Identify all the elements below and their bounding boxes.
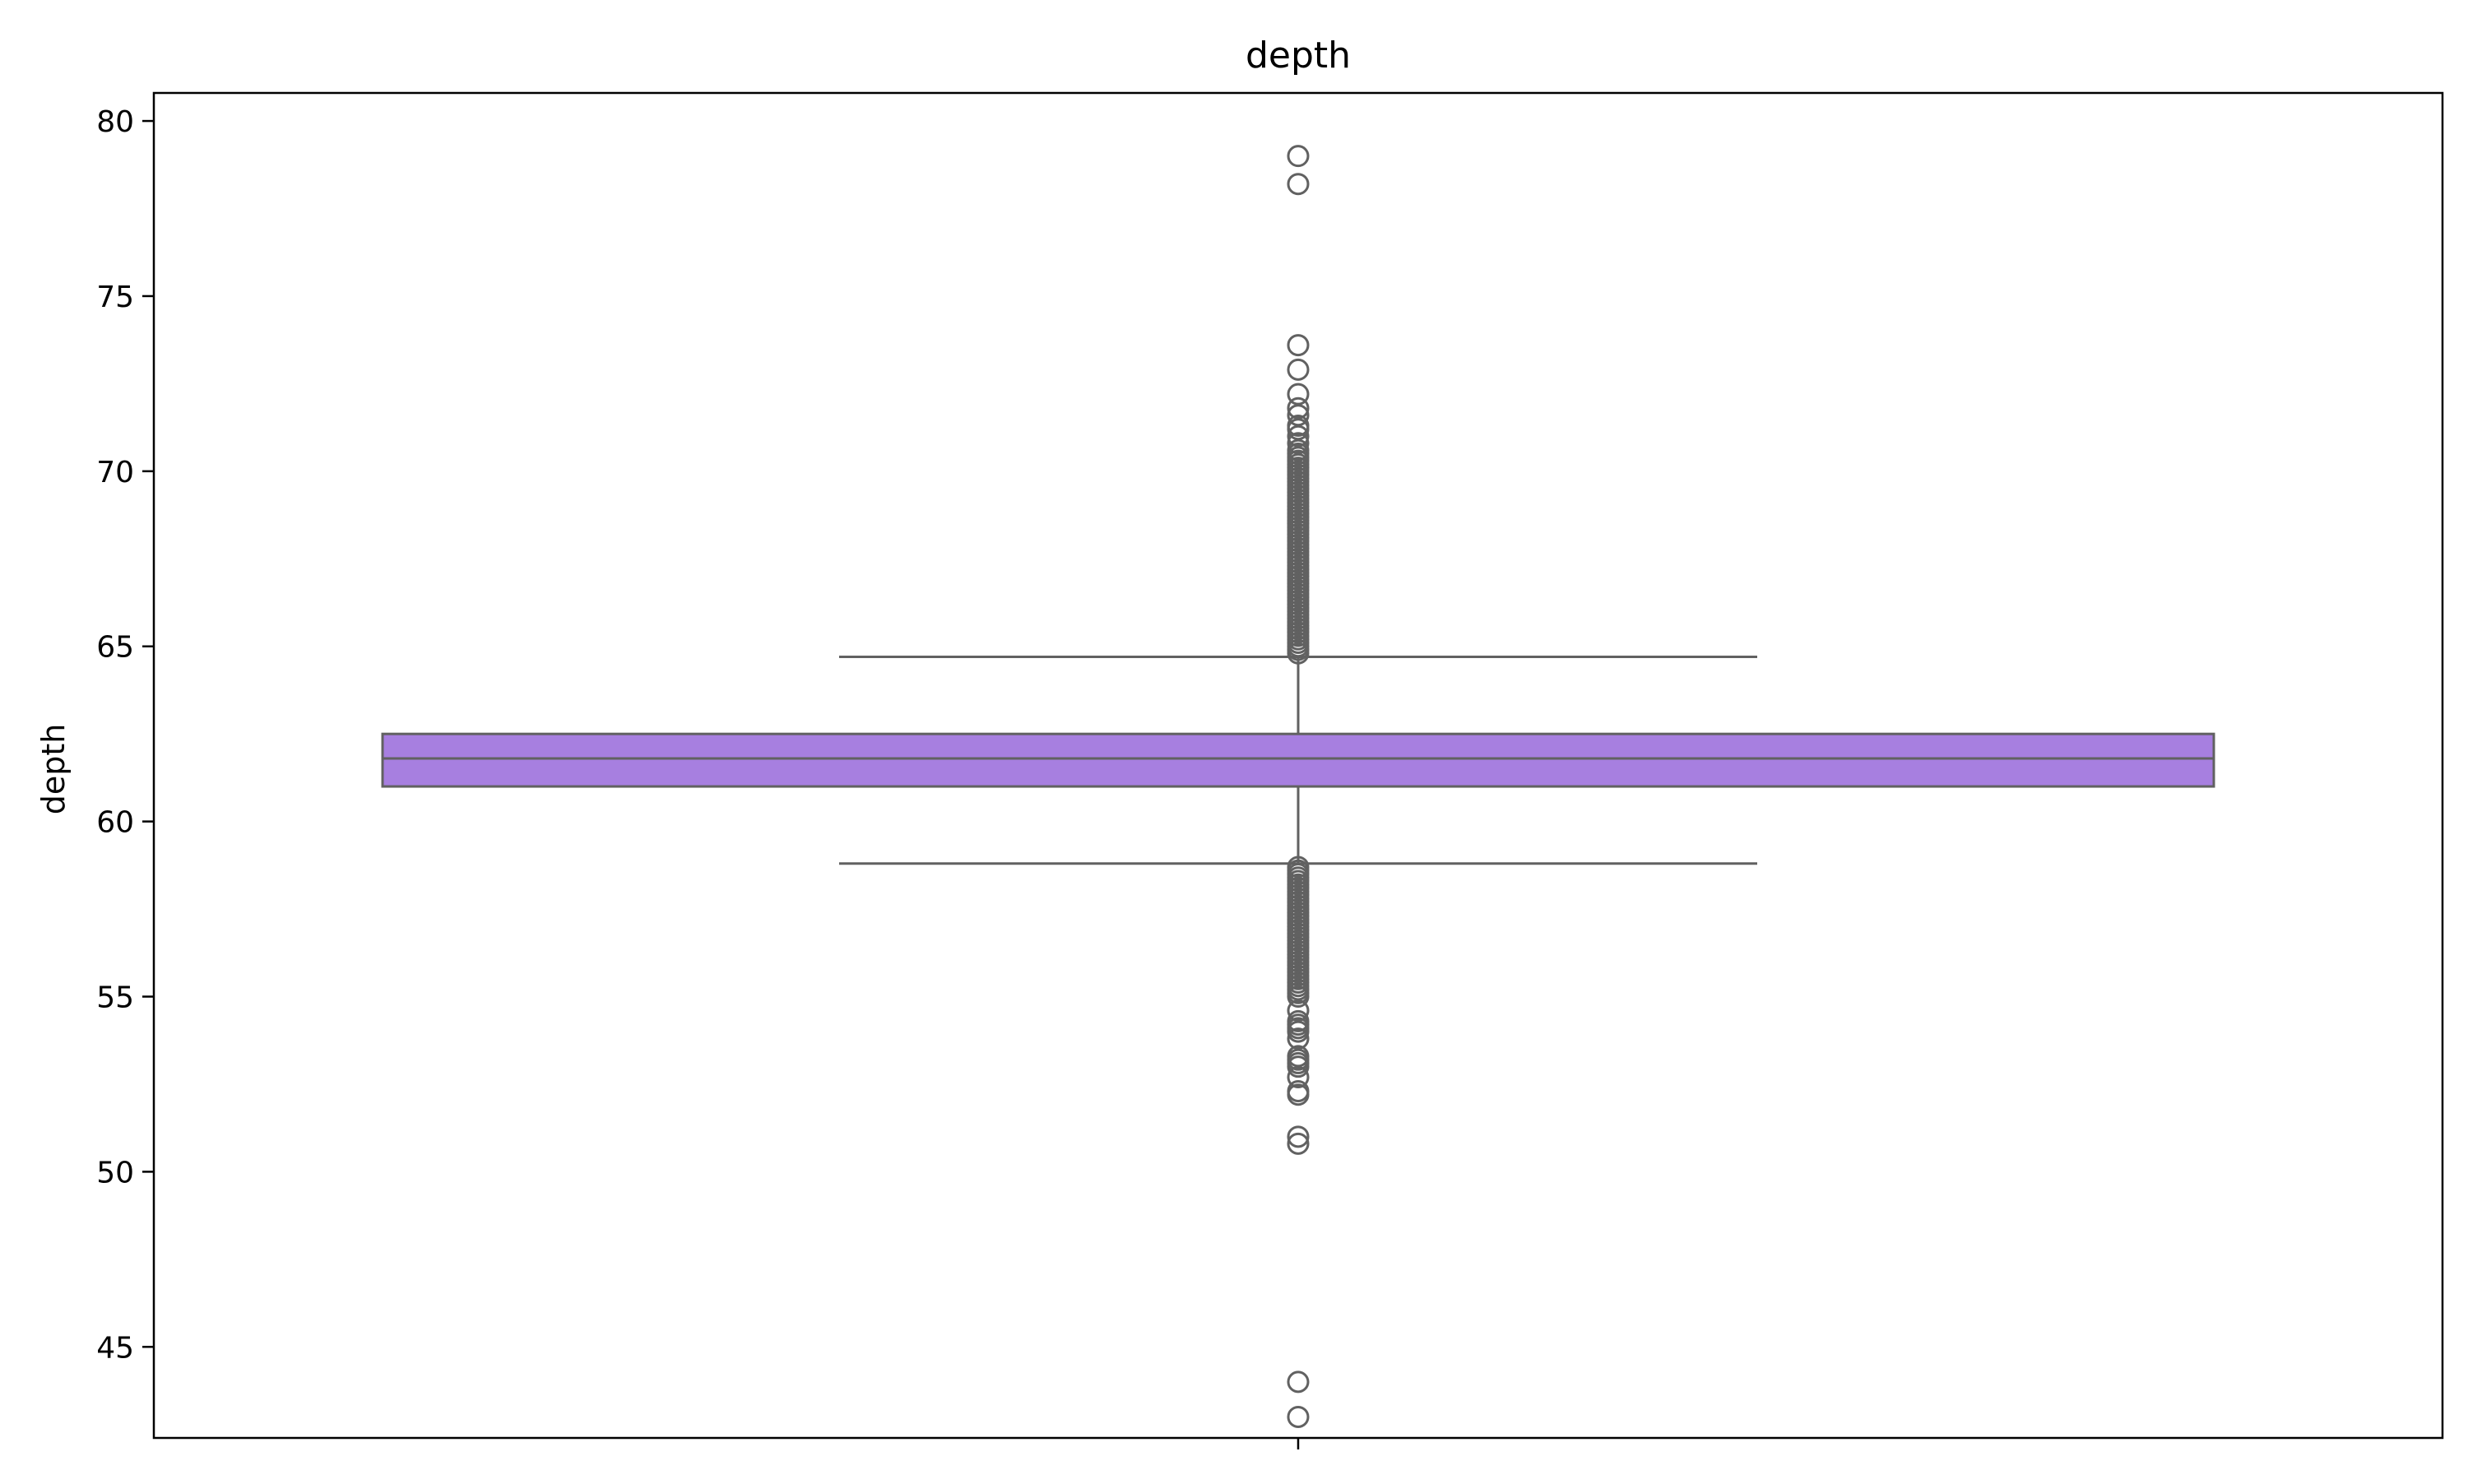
outlier-point <box>1287 173 1310 196</box>
y-tick-label: 65 <box>96 631 134 665</box>
y-tick-label: 45 <box>96 1331 134 1365</box>
outlier-point <box>1287 358 1310 381</box>
outlier-point <box>1287 1405 1310 1428</box>
outlier-point <box>1287 1132 1310 1155</box>
outlier-point <box>1287 1065 1310 1088</box>
y-tick-label: 55 <box>96 981 134 1015</box>
y-tick-label: 80 <box>96 105 134 139</box>
outlier-point <box>1287 432 1310 455</box>
outlier-point <box>1287 999 1310 1023</box>
outlier-point <box>1287 1027 1310 1050</box>
outlier-point <box>1287 383 1310 406</box>
outlier-point <box>1287 334 1310 357</box>
y-tick-label: 75 <box>96 281 134 314</box>
outlier-point <box>1287 404 1310 427</box>
outlier-point <box>1287 438 1310 461</box>
chart-title: depth <box>1246 35 1351 77</box>
y-axis-ticks: 45 50 55 60 65 70 75 80 <box>96 105 154 1365</box>
iqr-box <box>381 732 2215 788</box>
outlier-point <box>1287 1079 1310 1102</box>
outlier-point <box>1287 397 1310 420</box>
outlier-point <box>1287 1125 1310 1148</box>
y-tick-label: 50 <box>96 1156 134 1190</box>
outlier-point <box>1287 856 1310 879</box>
outlier-point <box>1287 424 1310 448</box>
y-tick-label: 60 <box>96 806 134 840</box>
y-tick-label: 70 <box>96 456 134 489</box>
y-axis-label: depth <box>35 724 72 815</box>
outlier-point <box>1287 145 1310 168</box>
outlier-point <box>1287 1009 1310 1032</box>
outlier-point <box>1287 1045 1310 1068</box>
plot-marks <box>381 145 2215 1428</box>
outlier-point <box>1287 1370 1310 1394</box>
outlier-point <box>1287 414 1310 437</box>
